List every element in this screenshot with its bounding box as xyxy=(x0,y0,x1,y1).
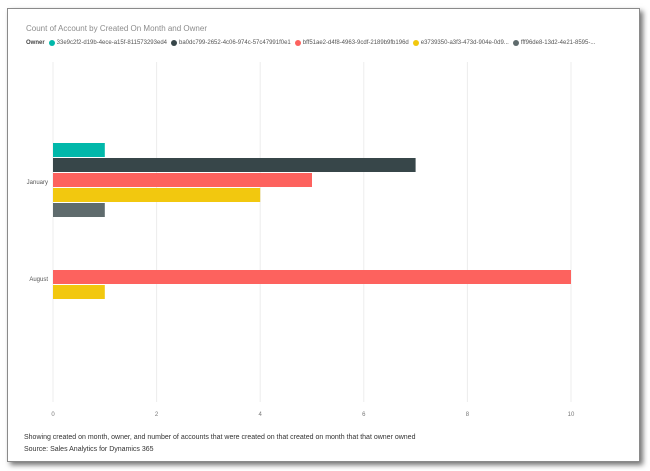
legend-label: bff51ae2-d4f8-4963-9cdf-2189b9fb196d xyxy=(302,40,409,46)
bar-january-series-2 xyxy=(53,173,312,187)
legend-label: e3739350-a3f3-473d-904e-0d9... xyxy=(420,40,509,46)
chart-title: Count of Account by Created On Month and… xyxy=(26,24,207,33)
chart-source: Source: Sales Analytics for Dynamics 365 xyxy=(24,446,154,453)
legend-item[interactable]: fff96de8-13d2-4e21-8595-... xyxy=(512,40,596,46)
x-tick-label: 10 xyxy=(568,412,575,418)
legend-item[interactable]: e3739350-a3f3-473d-904e-0d9... xyxy=(412,40,509,46)
x-tick-label: 6 xyxy=(362,412,366,418)
bar-january-series-1 xyxy=(53,158,416,172)
bar-january-series-4 xyxy=(53,203,105,217)
legend-item[interactable]: ba0dc799-2652-4c06-974c-57c47991f0e1 xyxy=(171,40,291,46)
chart-description: Showing created on month, owner, and num… xyxy=(24,434,416,441)
legend: Owner 33e9c2f2-d19b-4ece-a15f-811573293e… xyxy=(26,40,599,46)
chart-visual xyxy=(7,8,640,462)
x-tick-label: 2 xyxy=(155,412,159,418)
legend-marker-icon xyxy=(48,40,55,46)
bar-august-series-2 xyxy=(53,270,571,284)
bar-january-series-0 xyxy=(53,143,105,157)
bar-january-series-3 xyxy=(53,188,261,202)
legend-title: Owner xyxy=(26,40,45,46)
bar-august-series-3 xyxy=(53,285,105,299)
legend-marker-icon xyxy=(512,40,519,46)
legend-marker-icon xyxy=(294,40,301,46)
legend-item[interactable]: 33e9c2f2-d19b-4ece-a15f-811573293ed4 xyxy=(48,40,167,46)
x-tick-label: 4 xyxy=(259,412,263,418)
legend-item[interactable]: bff51ae2-d4f8-4963-9cdf-2189b9fb196d xyxy=(294,40,409,46)
legend-marker-icon xyxy=(171,40,177,46)
x-tick-label: 0 xyxy=(51,412,55,418)
y-category-label: August xyxy=(29,277,48,283)
legend-label: ba0dc799-2652-4c06-974c-57c47991f0e1 xyxy=(179,40,291,46)
legend-label: fff96de8-13d2-4e21-8595-... xyxy=(520,40,596,46)
x-tick-label: 8 xyxy=(466,412,470,418)
legend-marker-icon xyxy=(412,40,419,46)
legend-label: 33e9c2f2-d19b-4ece-a15f-811573293ed4 xyxy=(56,40,167,46)
y-category-label: January xyxy=(27,180,48,186)
